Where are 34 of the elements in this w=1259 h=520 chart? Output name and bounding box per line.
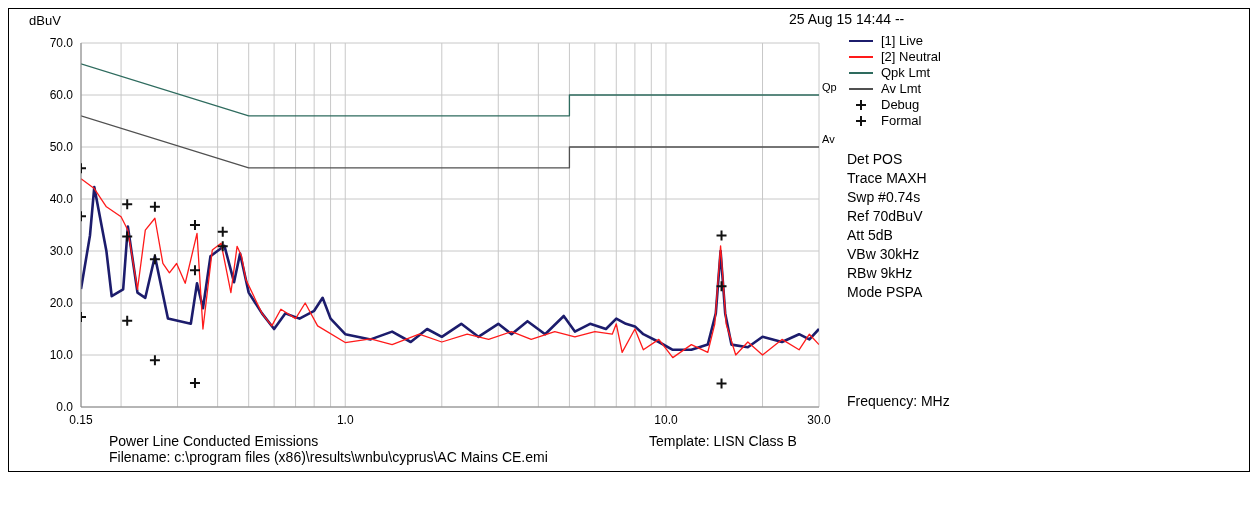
text: RBw 9kHz: [847, 265, 913, 281]
legend-label: Qpk Lmt: [881, 65, 931, 81]
text: Mode PSPA: [847, 284, 923, 300]
text: Template: LISN Class B: [649, 433, 797, 449]
legend-label: [1] Live: [881, 33, 923, 49]
text: 25 Aug 15 14:44 --: [789, 11, 905, 27]
text: Ref 70dBuV: [847, 208, 923, 224]
legend-label: Formal: [881, 113, 922, 129]
legend-label: Debug: [881, 97, 920, 113]
annotation: Av: [822, 133, 835, 145]
y-tick-label: 60.0: [49, 88, 74, 103]
y-axis-title: dBuV: [29, 13, 61, 28]
x-axis-title: Frequency: MHz: [847, 393, 950, 409]
x-tick-label: 10.0: [654, 412, 678, 427]
legend-label: [2] Neutral: [881, 49, 941, 65]
x-tick-label: 1.0: [336, 412, 354, 427]
text: Det POS: [847, 151, 903, 167]
text: Filename: c:\program files (x86)\results\wnbu\cyprus\AC Mains CE.emi: [109, 449, 548, 465]
y-tick-label: 30.0: [49, 244, 74, 259]
y-tick-label: 0.0: [56, 400, 74, 415]
annotation: Qp: [822, 81, 837, 93]
text: Power Line Conducted Emissions: [109, 433, 319, 449]
text: VBw 30kHz: [847, 246, 920, 262]
y-tick-label: 10.0: [49, 348, 74, 363]
y-tick-label: 50.0: [49, 140, 74, 155]
x-tick-label: 30.0: [807, 412, 831, 427]
text: Trace MAXH: [847, 170, 927, 186]
text: Att 5dB: [847, 227, 893, 243]
legend-label: Av Lmt: [881, 81, 922, 97]
y-tick-label: 20.0: [49, 296, 74, 311]
text: Swp #0.74s: [847, 189, 921, 205]
y-tick-label: 40.0: [49, 192, 74, 207]
y-tick-label: 70.0: [49, 36, 74, 51]
x-tick-label: 0.15: [69, 412, 93, 427]
